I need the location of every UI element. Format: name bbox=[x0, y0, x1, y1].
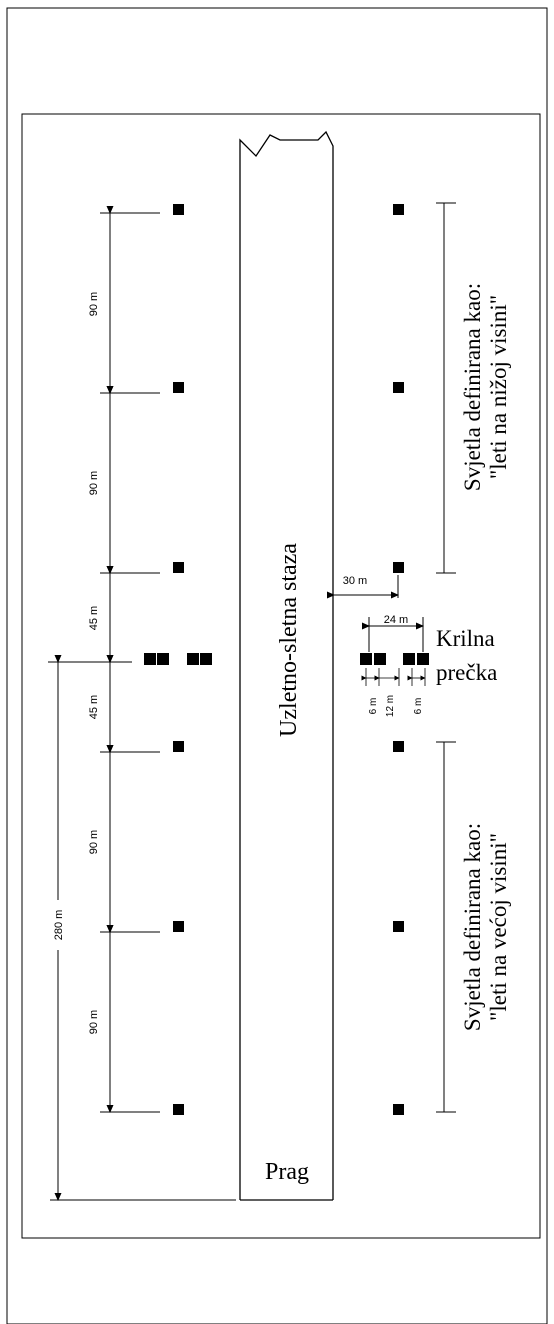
wing-bar-label-line2: prečka bbox=[436, 660, 497, 685]
light-left-4 bbox=[173, 741, 184, 752]
dim-label-30m: 30 m bbox=[343, 575, 367, 587]
figure-frame bbox=[21, 113, 541, 1239]
wing-bar-label-line1: Krilna bbox=[436, 626, 495, 651]
light-right-5 bbox=[393, 921, 404, 932]
light-right-3 bbox=[393, 562, 404, 573]
dim-label-90m-4: 90 m bbox=[88, 1010, 100, 1034]
light-right-4 bbox=[393, 741, 404, 752]
wingbar-right-light-4 bbox=[417, 653, 429, 665]
wingbar-small-dims bbox=[361, 668, 426, 686]
dim-label-45m-2: 45 m bbox=[88, 695, 100, 719]
dim-label-24m: 24 m bbox=[384, 614, 408, 626]
dim-label-90m-2: 90 m bbox=[88, 471, 100, 495]
wingbar-left-light-4 bbox=[200, 653, 212, 665]
dim-label-45m-1: 45 m bbox=[88, 606, 100, 630]
dim-label-280m: 280 m bbox=[53, 910, 65, 941]
wingbar-left-light-1 bbox=[144, 653, 156, 665]
light-right-2 bbox=[393, 382, 404, 393]
lower-group-label-line2: "leti na većoj visini" bbox=[486, 833, 511, 1021]
runway bbox=[239, 130, 334, 1201]
lower-group-bracket bbox=[436, 741, 456, 1113]
light-left-2 bbox=[173, 382, 184, 393]
upper-group-label-line1: Svjetla definirana kao: bbox=[460, 283, 485, 491]
upper-group-label-line2: "leti na nižoj visini" bbox=[486, 295, 511, 479]
light-left-6 bbox=[173, 1104, 184, 1115]
upper-group-bracket bbox=[436, 202, 456, 574]
dim-label-90m-3: 90 m bbox=[88, 830, 100, 854]
wingbar-left-light-2 bbox=[157, 653, 169, 665]
wingbar-left-light-3 bbox=[187, 653, 199, 665]
light-left-3 bbox=[173, 562, 184, 573]
dim-label-90m-1: 90 m bbox=[88, 292, 100, 316]
light-left-1 bbox=[173, 204, 184, 215]
light-left-5 bbox=[173, 921, 184, 932]
light-right-1 bbox=[393, 204, 404, 215]
light-right-6 bbox=[393, 1104, 404, 1115]
lower-group-label-line1: Svjetla definirana kao: bbox=[460, 823, 485, 1031]
threshold-label: Prag bbox=[265, 1159, 309, 1185]
dim-label-12m: 12 m bbox=[385, 695, 396, 717]
wingbar-right-light-2 bbox=[374, 653, 386, 665]
dim-label-6m-1: 6 m bbox=[368, 698, 379, 715]
wingbar-right-light-3 bbox=[403, 653, 415, 665]
page-frame bbox=[6, 7, 548, 1324]
dim-label-6m-2: 6 m bbox=[413, 698, 424, 715]
wingbar-right-light-1 bbox=[360, 653, 372, 665]
runway-label: Uzletno-sletna staza bbox=[276, 543, 302, 737]
left-extension-lines bbox=[48, 212, 236, 1201]
